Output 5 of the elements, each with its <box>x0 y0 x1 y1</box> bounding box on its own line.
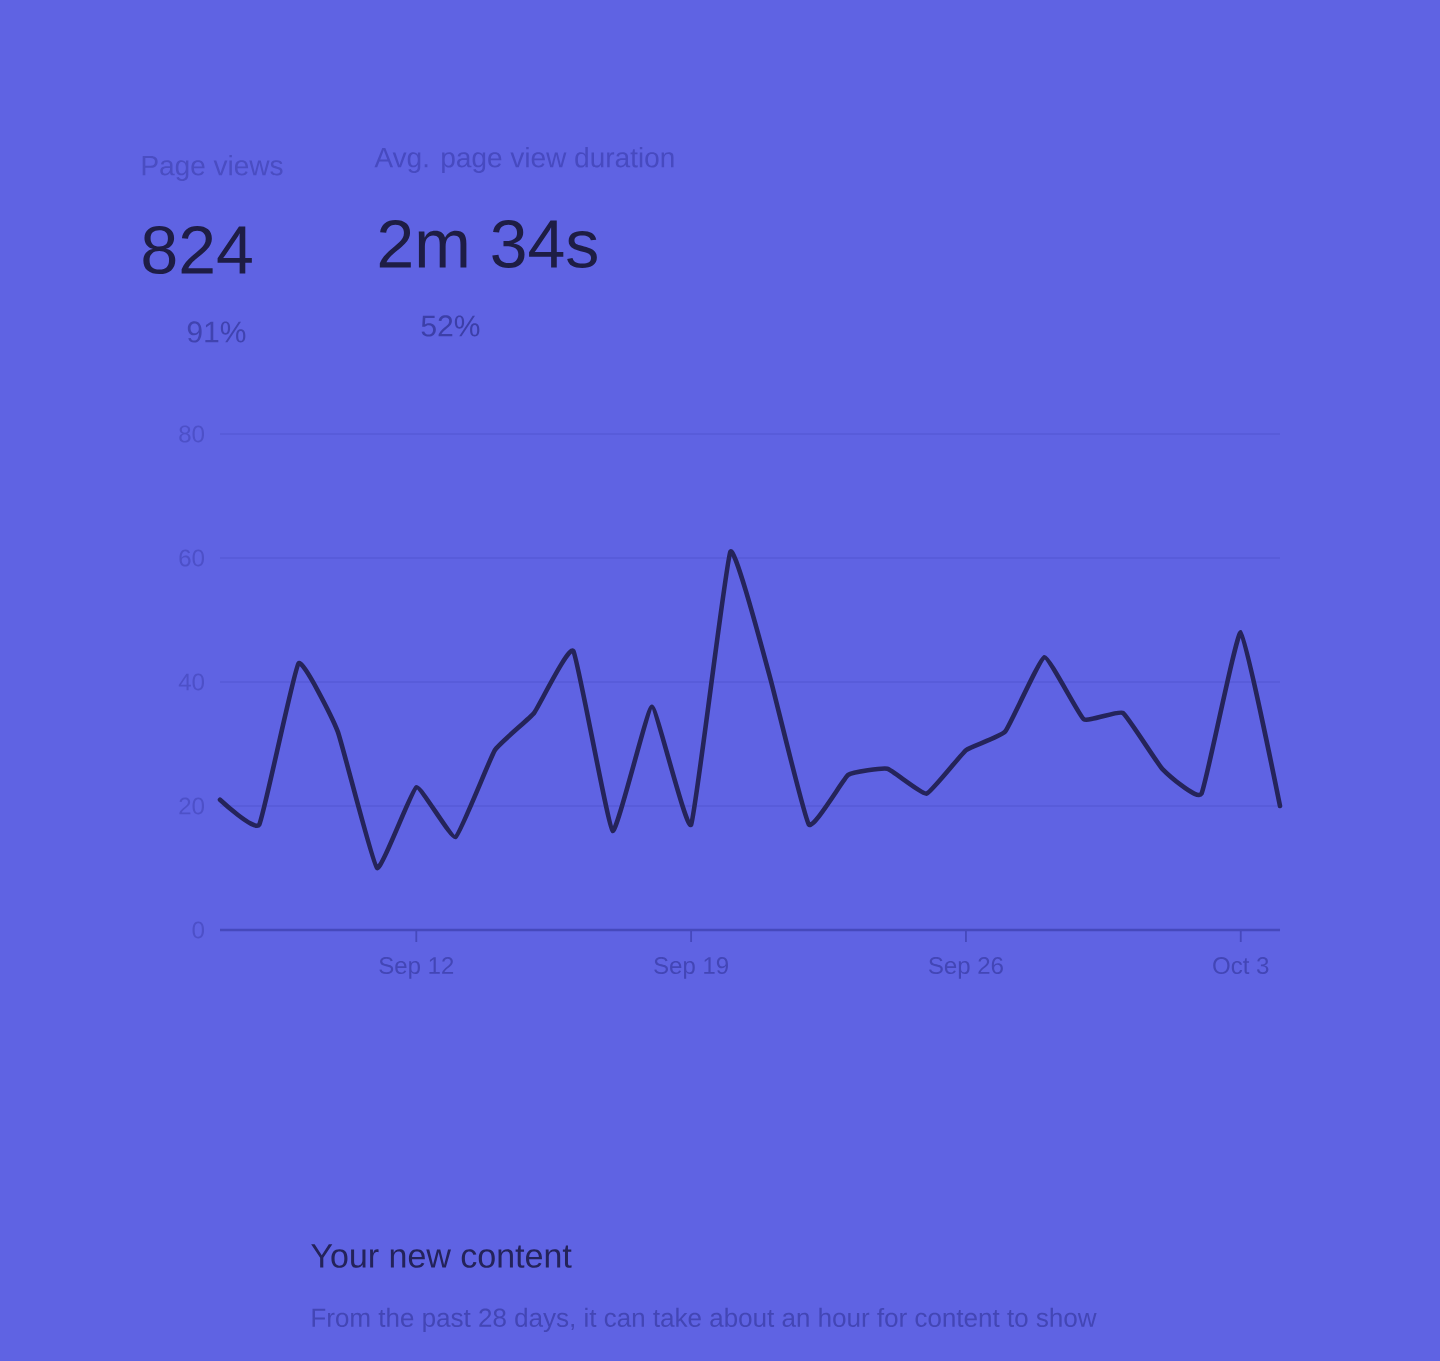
text: Your new content <box>311 1244 572 1268</box>
line-series <box>217 549 1283 871</box>
text: 824 <box>143 225 252 275</box>
text: 52% <box>421 315 480 337</box>
text: 2m 34s <box>379 219 597 269</box>
